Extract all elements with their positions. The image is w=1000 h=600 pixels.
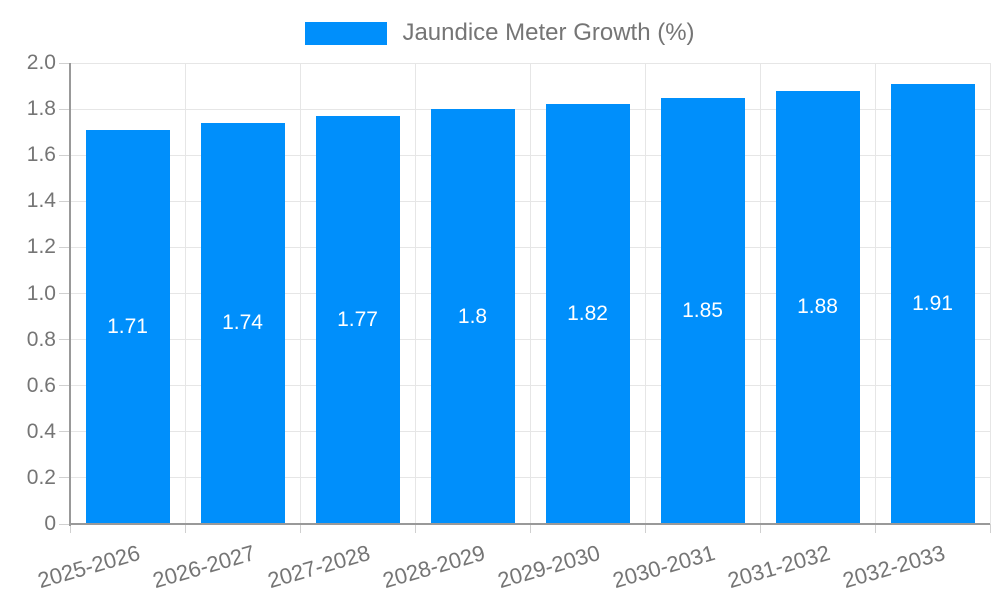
y-axis-line [69,63,71,526]
x-axis-tick [299,524,301,533]
x-gridline [529,63,531,524]
bar-value-label: 1.8 [457,304,488,328]
y-axis-tick [59,431,70,433]
y-axis-tick [59,385,70,387]
y-axis-tick-label: 1.6 [26,143,56,167]
bar [775,90,860,524]
y-axis-tick [59,154,70,156]
bar [430,109,515,524]
y-axis-tick [59,246,70,248]
x-axis-tick [69,524,71,533]
x-gridline [989,63,991,524]
y-axis-tick [59,523,70,525]
x-axis-tick-label: 2027-2028 [265,540,374,594]
bar-value-label: 1.88 [797,295,838,319]
x-gridline [184,63,186,524]
x-axis-tick [644,524,646,533]
y-axis-tick [59,477,70,479]
x-axis-tick-label: 2026-2027 [150,540,259,594]
x-gridline [299,63,301,524]
bar-value-label: 1.91 [912,291,953,315]
bar [890,83,975,524]
bar-value-label: 1.82 [567,302,608,326]
y-axis-tick-label: 0.2 [26,465,56,489]
bar-value-label: 1.71 [107,314,148,338]
y-axis-tick-label: 1.0 [26,281,56,305]
x-axis-tick [759,524,761,533]
legend-swatch [305,21,388,45]
x-axis-tick [529,524,531,533]
bar-value-label: 1.77 [337,308,378,331]
x-axis-tick [414,524,416,533]
y-axis-tick [59,200,70,202]
y-axis-tick-label: 0.6 [26,373,56,397]
y-axis-tick [59,339,70,341]
legend-label: Jaundice Meter Growth (%) [402,19,695,46]
x-axis-tick-label: 2025-2026 [35,540,144,594]
y-axis-tick [59,62,70,64]
bar [315,116,400,524]
x-gridline [644,63,646,524]
x-gridline [759,63,761,524]
x-axis-line [70,523,990,525]
bar [660,97,745,524]
y-axis-tick-label: 1.8 [26,97,56,121]
bar [545,104,630,524]
bar [200,122,285,524]
x-axis-tick [989,524,991,533]
bar-value-label: 1.74 [222,311,263,335]
y-axis-tick [59,293,70,294]
y-axis-tick-label: 1.2 [26,235,56,259]
legend: Jaundice Meter Growth (%) [0,19,1000,47]
y-axis-tick-label: 0 [44,512,56,535]
y-axis-tick-label: 0.4 [26,419,56,443]
x-axis-tick-label: 2029-2030 [495,540,604,594]
x-axis-tick [874,524,876,533]
y-axis-tick-label: 0.8 [26,327,56,351]
x-axis-tick [184,524,186,533]
y-axis-tick-label: 1.4 [26,189,56,213]
x-axis-tick-label: 2031-2032 [725,540,834,594]
y-axis-tick [59,108,70,110]
x-gridline [414,63,416,524]
bar-value-label: 1.85 [682,298,723,322]
x-gridline [874,63,876,524]
y-axis-tick-label: 2.0 [26,51,56,74]
bar [85,129,170,524]
x-axis-tick-label: 2028-2029 [380,540,489,594]
x-axis-tick-label: 2030-2031 [610,540,719,594]
x-axis-tick-label: 2032-2033 [840,540,949,594]
